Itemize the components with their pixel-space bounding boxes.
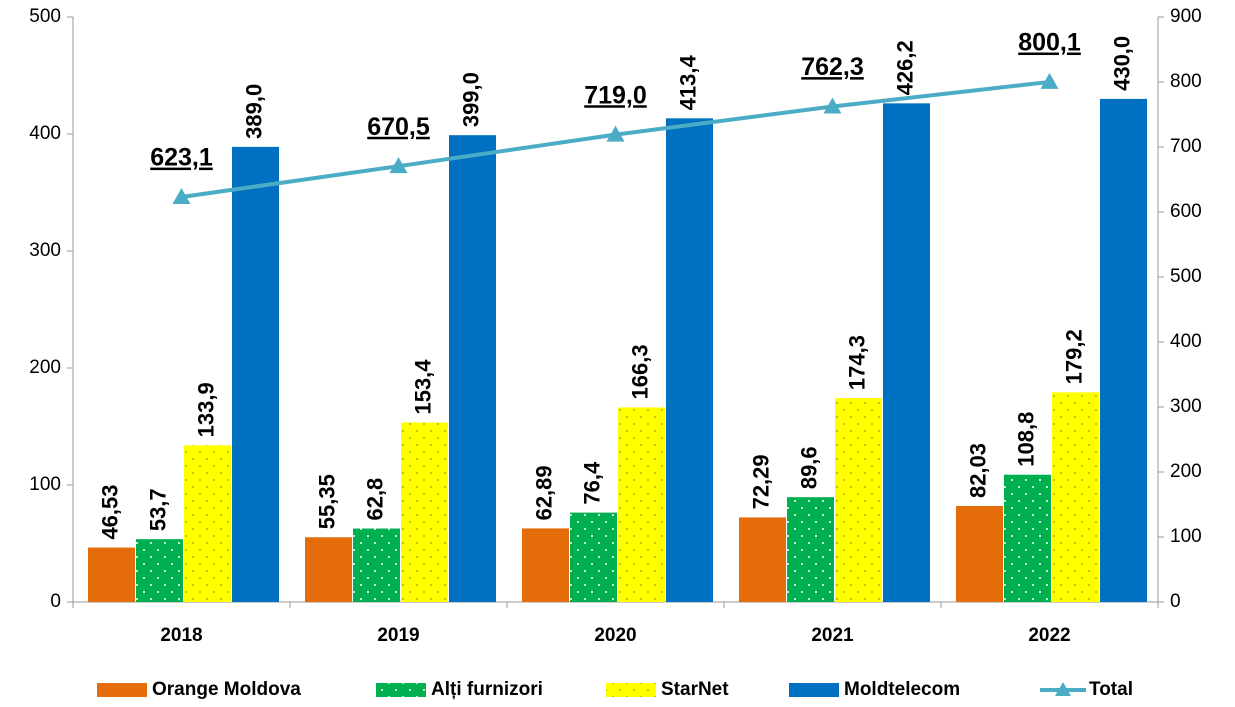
legend-swatch [606, 683, 656, 697]
value-label: 62,89 [531, 465, 556, 520]
value-label: 413,4 [675, 55, 700, 111]
bar [570, 512, 617, 602]
bar [305, 537, 352, 602]
total-label: 719,0 [584, 81, 647, 109]
total-label: 762,3 [801, 53, 864, 81]
bar [449, 135, 496, 603]
bar [401, 422, 448, 602]
value-label: 153,4 [410, 359, 435, 415]
legend-marker [1055, 682, 1071, 696]
bar [522, 528, 569, 602]
y2-tick-label: 700 [1170, 136, 1202, 157]
bar [1052, 392, 1099, 602]
total-marker [172, 187, 191, 204]
x-tick-label: 2018 [160, 625, 202, 646]
value-label: 108,8 [1013, 412, 1038, 467]
bar [666, 118, 713, 603]
y-tick-label: 0 [50, 591, 61, 612]
legend-swatch [789, 683, 839, 697]
bar [232, 146, 279, 602]
bar [353, 528, 400, 602]
legend-swatch [376, 683, 426, 697]
x-tick-label: 2019 [377, 625, 419, 646]
bar [88, 547, 135, 602]
bar [835, 398, 882, 602]
legend-label: Moldtelecom [844, 679, 960, 700]
y2-tick-label: 400 [1170, 331, 1202, 352]
bar [184, 445, 231, 602]
legend-swatch [97, 683, 147, 697]
value-label: 389,0 [241, 84, 266, 139]
value-label: 399,0 [458, 72, 483, 127]
legend-label: Total [1089, 679, 1133, 700]
value-label: 46,53 [97, 484, 122, 539]
x-tick-label: 2020 [594, 625, 636, 646]
y2-tick-label: 200 [1170, 461, 1202, 482]
total-marker [823, 97, 842, 114]
x-tick-label: 2022 [1028, 625, 1070, 646]
bar [883, 103, 930, 602]
y2-tick-label: 500 [1170, 266, 1202, 287]
value-label: 82,03 [965, 443, 990, 498]
y2-tick-label: 600 [1170, 201, 1202, 222]
y2-tick-label: 100 [1170, 526, 1202, 547]
y-tick-label: 300 [29, 240, 61, 261]
legend-label: Orange Moldova [152, 679, 301, 700]
bar [1100, 98, 1147, 603]
value-label: 89,6 [796, 446, 821, 489]
bar [787, 497, 834, 602]
value-label: 76,4 [579, 461, 604, 505]
legend-label: Alți furnizori [431, 679, 543, 700]
total-label: 623,1 [150, 144, 213, 172]
y2-tick-label: 800 [1170, 71, 1202, 92]
bar [1004, 474, 1051, 602]
y-tick-label: 400 [29, 123, 61, 144]
y2-tick-label: 300 [1170, 396, 1202, 417]
total-marker [606, 125, 625, 142]
value-label: 430,0 [1109, 36, 1134, 91]
value-label: 174,3 [844, 335, 869, 390]
value-label: 133,9 [193, 382, 218, 437]
bar [956, 506, 1003, 602]
value-label: 53,7 [145, 488, 170, 531]
value-label: 426,2 [892, 40, 917, 95]
y2-tick-label: 0 [1170, 591, 1181, 612]
total-marker [1040, 72, 1059, 89]
bar [739, 517, 786, 602]
legend-label: StarNet [661, 679, 729, 700]
value-label: 179,2 [1061, 329, 1086, 384]
value-label: 72,29 [748, 454, 773, 509]
y-tick-label: 200 [29, 357, 61, 378]
total-marker [389, 157, 408, 174]
total-label: 800,1 [1018, 29, 1081, 57]
value-label: 62,8 [362, 478, 387, 521]
y2-tick-label: 900 [1170, 6, 1202, 27]
bar [618, 407, 665, 602]
x-tick-label: 2021 [811, 625, 854, 646]
y-tick-label: 500 [29, 6, 61, 27]
total-label: 670,5 [367, 113, 430, 141]
value-label: 55,35 [314, 474, 339, 529]
y-tick-label: 100 [29, 474, 61, 495]
value-label: 166,3 [627, 344, 652, 399]
bar [136, 539, 183, 602]
